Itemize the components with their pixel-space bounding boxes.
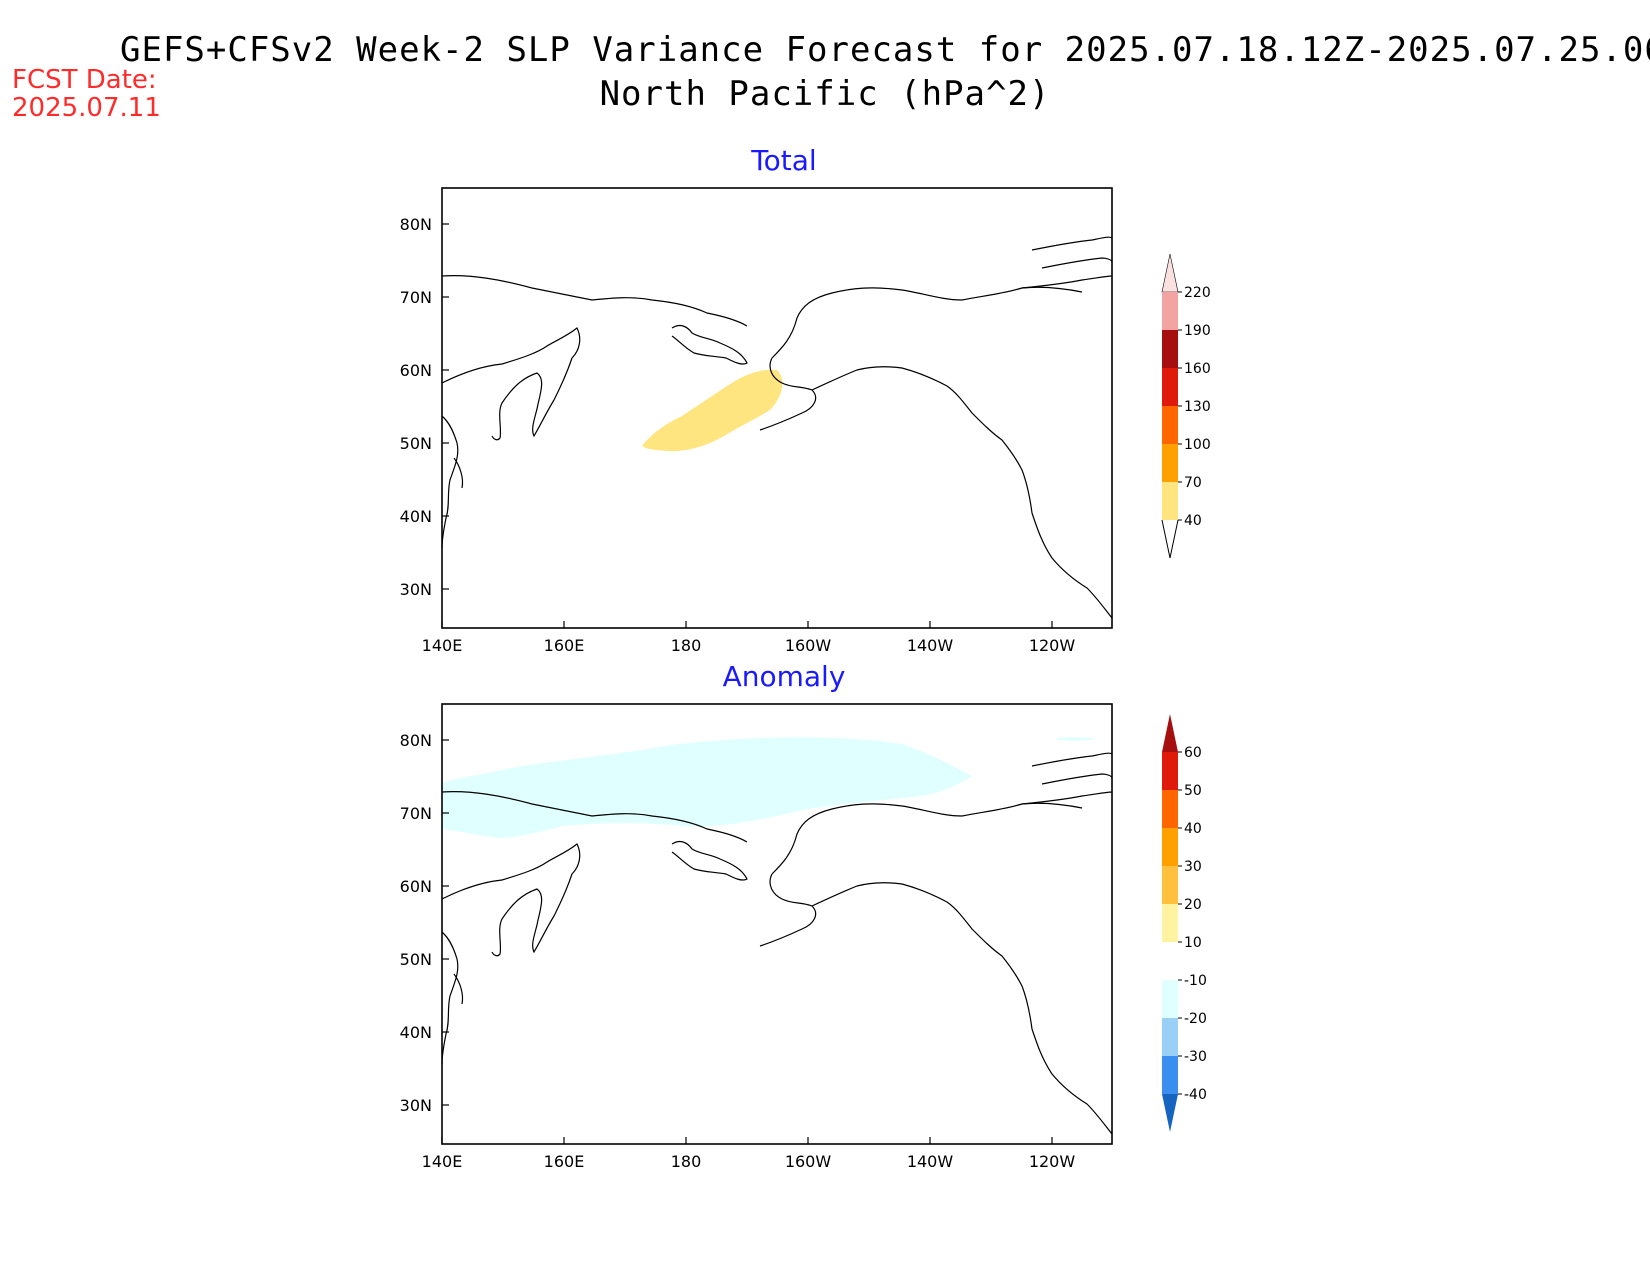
lat-tick-label: 70N bbox=[400, 288, 432, 307]
lat-tick-label: 60N bbox=[400, 877, 432, 896]
lon-tick-label: 140W bbox=[907, 1152, 954, 1171]
lon-tick-label: 180 bbox=[671, 636, 702, 655]
coastline bbox=[759, 873, 817, 947]
colorbar-label: -20 bbox=[1184, 1011, 1207, 1027]
coastline bbox=[811, 882, 1113, 1135]
lat-tick-label: 40N bbox=[400, 1023, 432, 1042]
total-colorbar: 220 190 160 130 100 70 40 bbox=[1161, 253, 1211, 559]
lat-tick-label: 40N bbox=[400, 507, 432, 526]
colorbar-label: 50 bbox=[1184, 783, 1202, 799]
colorbar-label: 30 bbox=[1184, 859, 1202, 875]
map-frame bbox=[441, 703, 1113, 1145]
colorbar-cell bbox=[1162, 292, 1178, 330]
colorbar-label: 130 bbox=[1184, 399, 1211, 415]
colorbar-label: 40 bbox=[1184, 821, 1202, 837]
chart-subtitle: North Pacific (hPa^2) bbox=[599, 74, 1051, 114]
total-map-panel: 80N 70N 60N 50N 40N 30N 140E 160E 180 160W 140W 120… bbox=[400, 187, 1113, 655]
colorbar-top-triangle bbox=[1161, 253, 1179, 293]
colorbar-label: 220 bbox=[1184, 285, 1211, 301]
colorbar-top-triangle bbox=[1162, 714, 1178, 752]
colorbar-bottom-triangle bbox=[1162, 1094, 1178, 1132]
lon-tick-label: 120W bbox=[1029, 636, 1076, 655]
coastline bbox=[441, 843, 581, 957]
colorbar-label: 100 bbox=[1184, 437, 1211, 453]
coastline bbox=[441, 791, 748, 843]
fcst-date-value: 2025.07.11 bbox=[12, 93, 161, 123]
fcst-date-label: FCST Date: bbox=[12, 65, 157, 95]
lon-tick-label: 160E bbox=[544, 1152, 585, 1171]
variance-shading-40-70 bbox=[642, 369, 783, 451]
lon-tick-label: 180 bbox=[671, 1152, 702, 1171]
colorbar-label: -10 bbox=[1184, 973, 1207, 989]
colorbar-label: 10 bbox=[1184, 935, 1202, 951]
lat-tick-label: 50N bbox=[400, 434, 432, 453]
colorbar-label: 20 bbox=[1184, 897, 1202, 913]
lat-tick-label: 80N bbox=[400, 731, 432, 750]
map-frame bbox=[441, 187, 1113, 629]
coastline bbox=[453, 457, 464, 489]
colorbar-cell bbox=[1162, 980, 1178, 1018]
lon-tick-label: 120W bbox=[1029, 1152, 1076, 1171]
coastline bbox=[811, 366, 1113, 619]
colorbar-cell bbox=[1162, 790, 1178, 828]
chart-title: GEFS+CFSv2 Week-2 SLP Variance Forecast … bbox=[120, 30, 1650, 70]
colorbar-cell bbox=[1162, 406, 1178, 444]
panel-title-total: Total bbox=[751, 144, 817, 177]
coastline bbox=[771, 791, 1113, 875]
colorbar-cell bbox=[1162, 828, 1178, 866]
colorbar-label: 70 bbox=[1184, 475, 1202, 491]
colorbar-cell bbox=[1162, 444, 1178, 482]
anomaly-map-panel: 80N 70N 60N 50N 40N 30N 140E 160E 180 160W 140W 120… bbox=[400, 703, 1113, 1171]
colorbar-cell bbox=[1162, 1018, 1178, 1056]
lon-tick-label: 140E bbox=[422, 1152, 463, 1171]
coastline bbox=[1021, 752, 1113, 809]
coastline bbox=[441, 415, 459, 549]
lat-tick-label: 50N bbox=[400, 950, 432, 969]
coastline bbox=[671, 840, 748, 881]
colorbar-bottom-triangle bbox=[1161, 519, 1179, 559]
colorbar-cell bbox=[1162, 752, 1178, 790]
anomaly-shading-small bbox=[1057, 737, 1097, 741]
coastline bbox=[441, 275, 748, 327]
colorbar-label: 190 bbox=[1184, 323, 1211, 339]
colorbar-label: 160 bbox=[1184, 361, 1211, 377]
lat-tick-label: 70N bbox=[400, 804, 432, 823]
colorbar-cell bbox=[1162, 482, 1178, 520]
colorbar-cell bbox=[1162, 866, 1178, 904]
lat-tick-label: 30N bbox=[400, 580, 432, 599]
lon-tick-label: 140W bbox=[907, 636, 954, 655]
colorbar-cell bbox=[1162, 942, 1178, 980]
colorbar-label: -30 bbox=[1184, 1049, 1207, 1065]
coastline bbox=[671, 324, 748, 365]
lon-tick-label: 160W bbox=[785, 636, 832, 655]
coastline bbox=[1021, 236, 1113, 293]
panel-title-anomaly: Anomaly bbox=[722, 660, 846, 693]
colorbar-label: 40 bbox=[1184, 513, 1202, 529]
colorbar-cell bbox=[1162, 368, 1178, 406]
coastline bbox=[441, 327, 581, 441]
lat-tick-label: 30N bbox=[400, 1096, 432, 1115]
colorbar-cell bbox=[1162, 904, 1178, 942]
colorbar-cell bbox=[1162, 330, 1178, 368]
anomaly-shading-minus10-minus20 bbox=[442, 737, 972, 838]
lon-tick-label: 160W bbox=[785, 1152, 832, 1171]
lat-tick-label: 80N bbox=[400, 215, 432, 234]
coastline bbox=[771, 275, 1113, 359]
colorbar-label: -40 bbox=[1184, 1087, 1207, 1103]
lat-tick-label: 60N bbox=[400, 361, 432, 380]
anomaly-colorbar: 60 50 40 30 20 10 -10 -20 -30 -40 bbox=[1162, 714, 1207, 1132]
coastline bbox=[453, 973, 464, 1005]
lon-tick-label: 160E bbox=[544, 636, 585, 655]
lon-tick-label: 140E bbox=[422, 636, 463, 655]
coastline bbox=[441, 931, 459, 1065]
colorbar-label: 60 bbox=[1184, 745, 1202, 761]
colorbar-cell bbox=[1162, 1056, 1178, 1094]
